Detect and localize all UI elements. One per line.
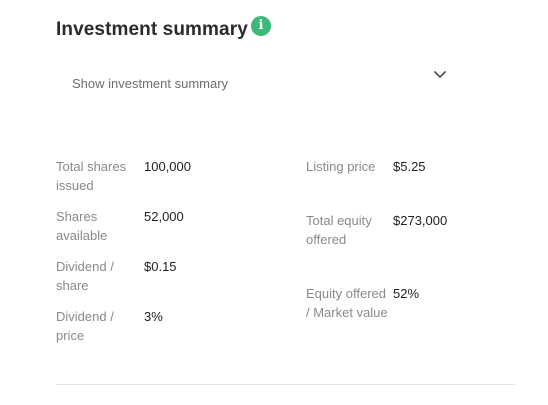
info-icon[interactable]: i: [251, 16, 271, 36]
stat-label-dividend-price: Dividend / price: [56, 309, 114, 343]
stat-value-dividend-share: $0.15: [144, 259, 177, 274]
stat-value-total-shares-issued: 100,000: [144, 159, 191, 174]
divider: [56, 384, 515, 385]
section-title: Investment summary: [56, 19, 248, 40]
chevron-down-icon: [434, 71, 446, 78]
toggle-label: Show investment summary: [72, 76, 229, 91]
stat-value-total-equity-offered: $273,000: [393, 213, 448, 228]
stat-label-shares-available: Shares available: [56, 209, 108, 243]
stat-value-listing-price: $5.25: [393, 159, 426, 174]
stat-label-total-shares-issued: Total shares issued: [56, 159, 127, 193]
show-investment-summary-toggle[interactable]: Show investment summary: [56, 62, 466, 104]
stat-label-total-equity-offered: Total equity offered: [306, 213, 372, 247]
stat-value-dividend-price: 3%: [144, 309, 163, 324]
stat-value-equity-offered-market-value: 52%: [393, 286, 420, 301]
stat-label-dividend-share: Dividend / share: [56, 259, 114, 293]
stat-label-equity-offered-market-value: Equity offered / Market value: [306, 286, 388, 320]
stat-label-listing-price: Listing price: [306, 159, 376, 174]
stat-value-shares-available: 52,000: [144, 209, 184, 224]
